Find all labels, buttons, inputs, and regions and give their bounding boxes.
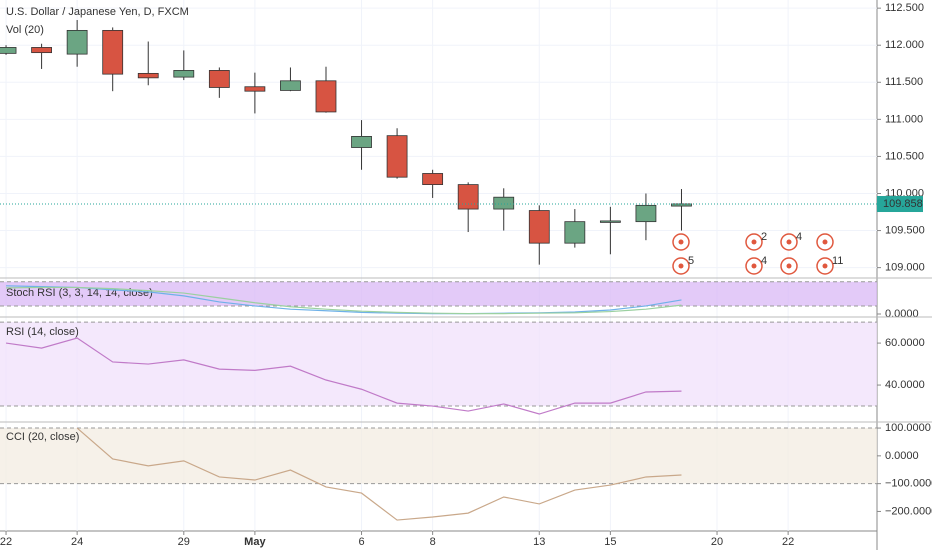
- x-tick-label: 8: [430, 536, 436, 548]
- candle-body: [208, 70, 230, 88]
- band: [0, 322, 877, 407]
- candle-body: [635, 204, 657, 223]
- y-tick-label: 109.500: [885, 224, 925, 236]
- event-dot: [678, 263, 684, 269]
- x-tick-label: 29: [178, 536, 190, 548]
- x-tick-label: 22: [782, 536, 794, 548]
- pane-title: Stoch RSI (3, 3, 14, 14, close): [6, 287, 153, 299]
- event-count: 2: [761, 231, 767, 243]
- y-tick-label: 110.500: [885, 150, 924, 162]
- candle-body: [173, 70, 195, 78]
- indicator-line: [76, 427, 682, 521]
- y-tick-label: −100.0000: [885, 478, 932, 490]
- event-count: 11: [832, 255, 843, 267]
- candle-body: [599, 220, 621, 223]
- candle-body: [457, 184, 479, 210]
- event-dot: [822, 263, 828, 269]
- event-dot: [822, 239, 828, 245]
- event-dot: [786, 263, 792, 269]
- indicator-line: [6, 285, 682, 315]
- x-tick-label: 6: [358, 536, 364, 548]
- y-tick-label: 0.0000: [885, 308, 919, 320]
- candle-body: [280, 80, 301, 91]
- x-tick-label: 20: [711, 536, 723, 548]
- candle-body: [386, 135, 408, 178]
- candle-body: [528, 210, 550, 244]
- candle-body: [564, 221, 586, 244]
- event-dot: [751, 263, 757, 269]
- candle-body: [244, 86, 266, 92]
- last-price-label: 109.858: [883, 198, 923, 210]
- candle-body: [102, 29, 124, 75]
- candle-body: [422, 173, 444, 185]
- y-tick-label: −200.0000: [885, 505, 932, 517]
- band: [0, 428, 877, 484]
- indicator-line: [6, 286, 682, 315]
- pane-title: RSI (14, close): [6, 326, 79, 338]
- y-tick-label: 112.000: [885, 39, 924, 51]
- x-tick-label: 13: [533, 536, 545, 548]
- candle-body: [66, 29, 88, 55]
- event-dot: [786, 239, 792, 245]
- candle-body: [315, 80, 337, 113]
- y-tick-label: 109.000: [885, 262, 925, 274]
- x-tick-label: 24: [71, 536, 83, 548]
- pane-title: CCI (20, close): [6, 431, 79, 443]
- y-tick-label: 100.0000: [885, 422, 931, 434]
- candle-body: [493, 196, 515, 210]
- y-tick-label: 40.0000: [885, 379, 925, 391]
- x-tick-label: May: [244, 536, 266, 548]
- y-tick-label: 0.0000: [885, 450, 919, 462]
- indicator-line: [5, 337, 682, 415]
- last-price-box: [877, 196, 923, 213]
- pane-title: U.S. Dollar / Japanese Yen, D, FXCM: [6, 6, 189, 18]
- x-tick-label: 22: [0, 536, 12, 548]
- candle-body: [137, 72, 159, 79]
- y-tick-label: 111.000: [885, 113, 923, 125]
- event-dot: [751, 239, 757, 245]
- annotation: Vol (20): [6, 24, 44, 36]
- band: [0, 281, 877, 306]
- y-tick-label: 111.500: [885, 76, 923, 88]
- y-tick-label: 60.0000: [885, 337, 925, 349]
- candle-body: [31, 47, 52, 54]
- event-count: 5: [688, 255, 694, 267]
- event-count: 4: [761, 255, 767, 267]
- candle-body: [0, 47, 17, 54]
- x-tick-label: 15: [604, 536, 616, 548]
- event-count: 4: [796, 231, 802, 243]
- y-tick-label: 112.500: [885, 2, 924, 14]
- event-dot: [678, 239, 684, 245]
- candle-body: [351, 136, 372, 148]
